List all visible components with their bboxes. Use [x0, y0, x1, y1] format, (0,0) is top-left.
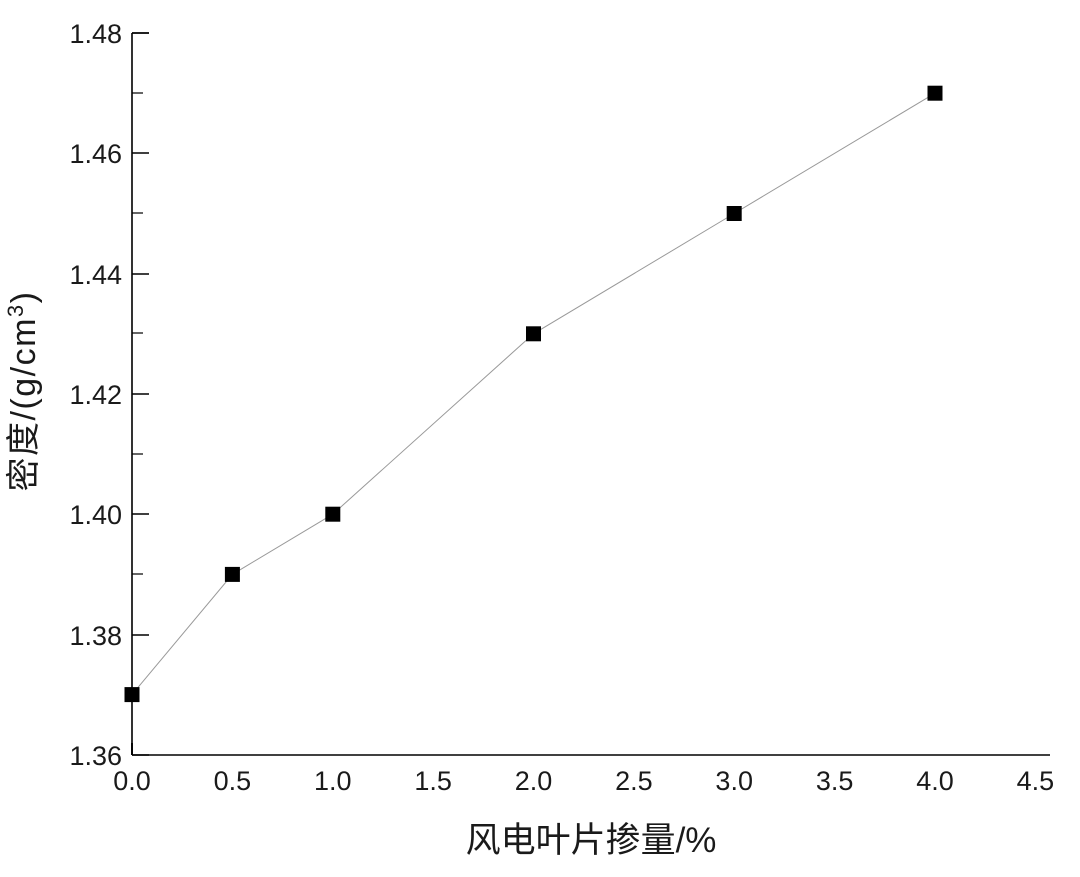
- svg-text:2.5: 2.5: [615, 766, 653, 796]
- svg-text:1.46: 1.46: [69, 139, 122, 169]
- svg-text:1.40: 1.40: [69, 500, 122, 530]
- svg-text:1.48: 1.48: [69, 19, 122, 49]
- svg-text:3.5: 3.5: [816, 766, 854, 796]
- svg-text:密度/(g/cm3): 密度/(g/cm3): [3, 290, 44, 491]
- svg-text:2.0: 2.0: [515, 766, 553, 796]
- svg-text:0.5: 0.5: [214, 766, 252, 796]
- svg-text:3.0: 3.0: [715, 766, 753, 796]
- svg-text:1.5: 1.5: [414, 766, 452, 796]
- svg-text:1.42: 1.42: [69, 380, 122, 410]
- svg-text:4.0: 4.0: [916, 766, 954, 796]
- svg-text:4.5: 4.5: [1017, 766, 1055, 796]
- svg-text:1.38: 1.38: [69, 621, 122, 651]
- svg-text:风电叶片掺量/%: 风电叶片掺量/%: [466, 821, 717, 860]
- svg-text:1.44: 1.44: [69, 260, 122, 290]
- svg-text:1.0: 1.0: [314, 766, 352, 796]
- svg-text:0.0: 0.0: [113, 766, 151, 796]
